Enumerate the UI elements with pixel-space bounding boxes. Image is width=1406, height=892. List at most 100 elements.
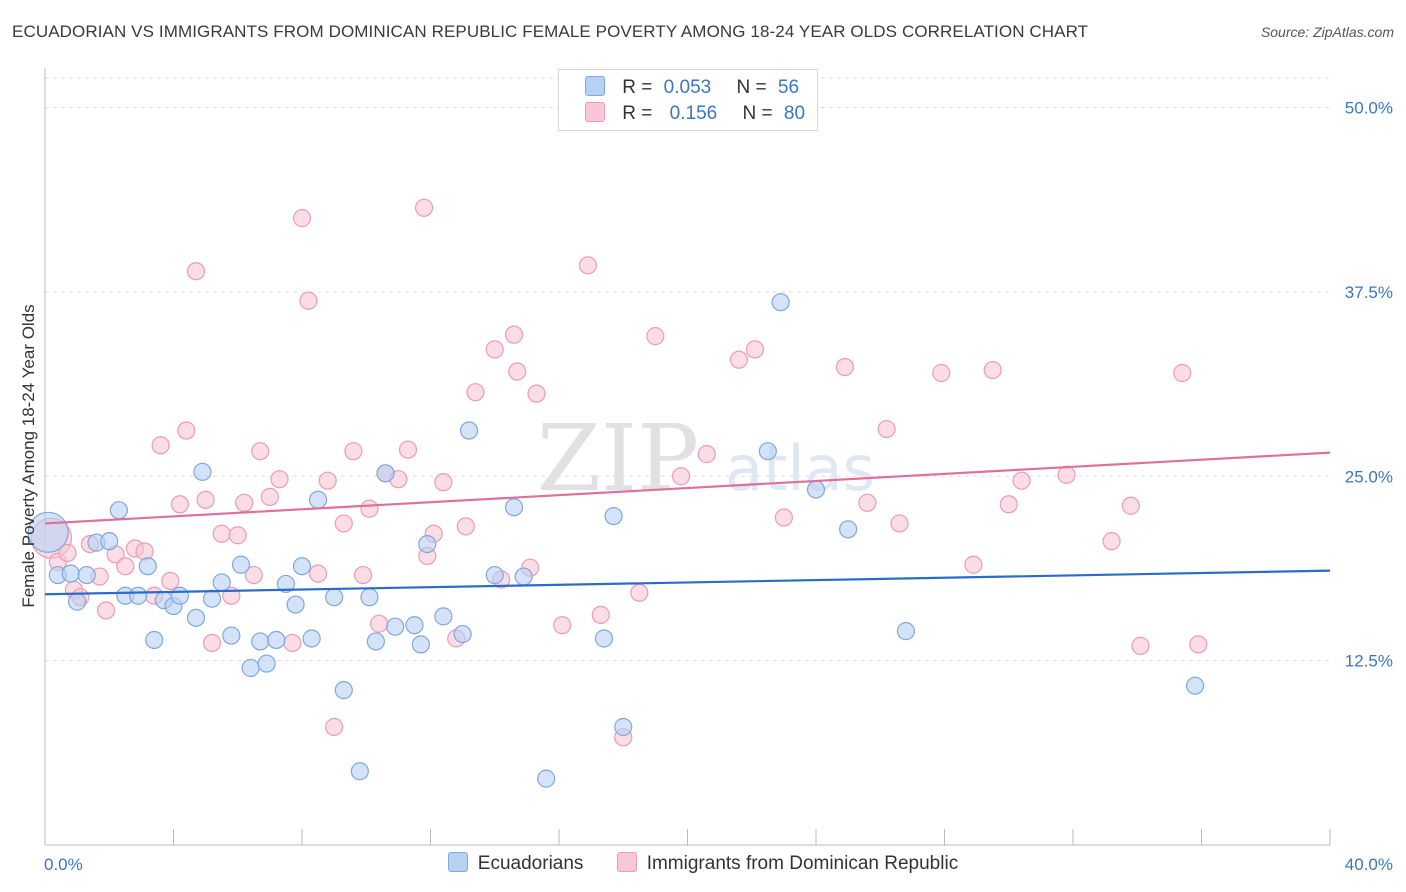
- dominican-point: [485, 340, 504, 359]
- ecuadorian-point: [376, 464, 395, 483]
- legend-swatch-pink: [616, 852, 637, 872]
- dominican-point: [1189, 635, 1208, 654]
- ecuadorian-point: [418, 534, 437, 554]
- dominican-point: [58, 543, 77, 563]
- ecuadorian-point: [251, 632, 270, 651]
- dominican-point: [170, 495, 190, 514]
- ecuadorian-point: [286, 595, 305, 614]
- dominican-point: [235, 493, 254, 512]
- ecuadorian-point: [771, 293, 790, 312]
- legend-n-label: N =: [742, 103, 773, 124]
- ecuadorian-point: [614, 717, 633, 737]
- dominican-point: [508, 362, 527, 381]
- source-credit: Source: ZipAtlas.com: [1260, 24, 1394, 40]
- dominican-point: [116, 557, 135, 576]
- dominican-point: [251, 442, 270, 461]
- dominican-point: [244, 565, 263, 585]
- dominican-point: [299, 291, 318, 310]
- dominican-point: [835, 358, 855, 377]
- ecuadorian-point: [292, 557, 312, 576]
- dominican-point: [890, 514, 909, 533]
- dominican-point: [999, 495, 1018, 514]
- dominican-point: [212, 524, 231, 543]
- dominican-point: [151, 436, 170, 455]
- dominican-point: [671, 467, 691, 486]
- ecuadorian-point: [129, 586, 148, 605]
- dominican-point: [370, 614, 389, 633]
- dominican-point: [186, 262, 206, 281]
- ecuadorian-point: [514, 567, 533, 586]
- ecuadorian-point: [537, 769, 556, 788]
- legend-n-value: 56: [777, 77, 800, 98]
- tick-labels: 12.5% 25.0% 37.5% 50.0% 0.0% 40.0%: [44, 99, 1393, 875]
- ecuadorian-trend-line: [44, 569, 1331, 596]
- dominican-point: [228, 526, 247, 545]
- legend-r-value: 0.053: [663, 77, 712, 98]
- dominican-point: [283, 633, 302, 653]
- dominican-point: [964, 555, 983, 574]
- dominican-point: [96, 601, 116, 620]
- ecuadorian-point: [276, 574, 296, 594]
- dominican-point: [858, 493, 877, 512]
- ecuadorian-point: [604, 506, 623, 526]
- x-tick-label: 40.0%: [1345, 855, 1393, 874]
- dominican-point: [1057, 465, 1076, 484]
- dominican-point: [202, 633, 222, 653]
- dominican-point: [414, 198, 434, 217]
- dominican-point: [1173, 363, 1192, 383]
- dominican-point: [260, 487, 279, 506]
- dominican-point: [398, 440, 418, 459]
- legend-row-dominican: R = 0.156 N = 80: [585, 102, 805, 124]
- y-tick-label: 12.5%: [1345, 652, 1393, 671]
- ecuadorian-point: [386, 617, 405, 636]
- legend-row-ecuadorians: R = 0.053 N = 56: [585, 76, 799, 98]
- dominican-point: [877, 419, 896, 439]
- ecuadorian-point: [758, 442, 777, 461]
- dominican-point: [578, 256, 598, 275]
- dominican-point: [1012, 471, 1031, 490]
- dominican-point: [325, 717, 344, 737]
- chart-title: ECUADORIAN VS IMMIGRANTS FROM DOMINICAN …: [12, 22, 1089, 41]
- dominican-point: [334, 514, 353, 533]
- legend-n-value: 80: [783, 103, 806, 124]
- ecuadorian-point: [504, 498, 524, 517]
- dominican-trend-line: [44, 451, 1331, 525]
- y-axis-label: Female Poverty Among 18-24 Year Olds: [19, 304, 38, 607]
- ecuadorian-point: [170, 586, 190, 605]
- legend-swatch-blue: [447, 852, 468, 872]
- ecuadorian-point: [145, 630, 164, 650]
- series-legend: Ecuadorians Immigrants from Dominican Re…: [0, 852, 1406, 875]
- dominican-point: [553, 616, 572, 635]
- ecuadorian-point: [405, 616, 424, 635]
- dominican-point: [774, 508, 793, 527]
- dominican-point: [983, 360, 1002, 380]
- axes: [44, 68, 1331, 846]
- ecuadorian-point: [1185, 676, 1205, 695]
- ecuadorian-point: [202, 589, 222, 608]
- legend-swatch-pink: [585, 102, 605, 122]
- dominican-point: [292, 209, 312, 228]
- dominican-point: [932, 363, 951, 383]
- ecuadorian-point: [350, 762, 369, 781]
- ecuadorian-point: [839, 520, 858, 539]
- ecuadorian-point: [241, 658, 260, 678]
- ecuadorian-point: [68, 592, 87, 611]
- dominican-point: [270, 470, 289, 489]
- dominican-point: [504, 325, 524, 344]
- ecuadorian-point: [434, 607, 453, 626]
- ecuadorian-point: [485, 565, 504, 585]
- dominican-point: [196, 490, 215, 509]
- dominican-point: [353, 565, 373, 585]
- dominican-point: [466, 383, 485, 402]
- dominican-point: [318, 471, 337, 490]
- y-tick-label: 25.0%: [1345, 467, 1393, 486]
- ecuadorian-point: [61, 564, 80, 583]
- ecuadorian-point: [100, 532, 119, 551]
- ecuadorian-point: [222, 626, 241, 645]
- dominican-point: [344, 442, 363, 461]
- y-tick-label: 50.0%: [1345, 99, 1393, 118]
- legend-n-label: N =: [736, 77, 767, 98]
- ecuadorian-point: [806, 480, 826, 499]
- ecuadorian-point: [896, 622, 916, 641]
- legend-label-ecuadorians: Ecuadorians: [477, 853, 584, 874]
